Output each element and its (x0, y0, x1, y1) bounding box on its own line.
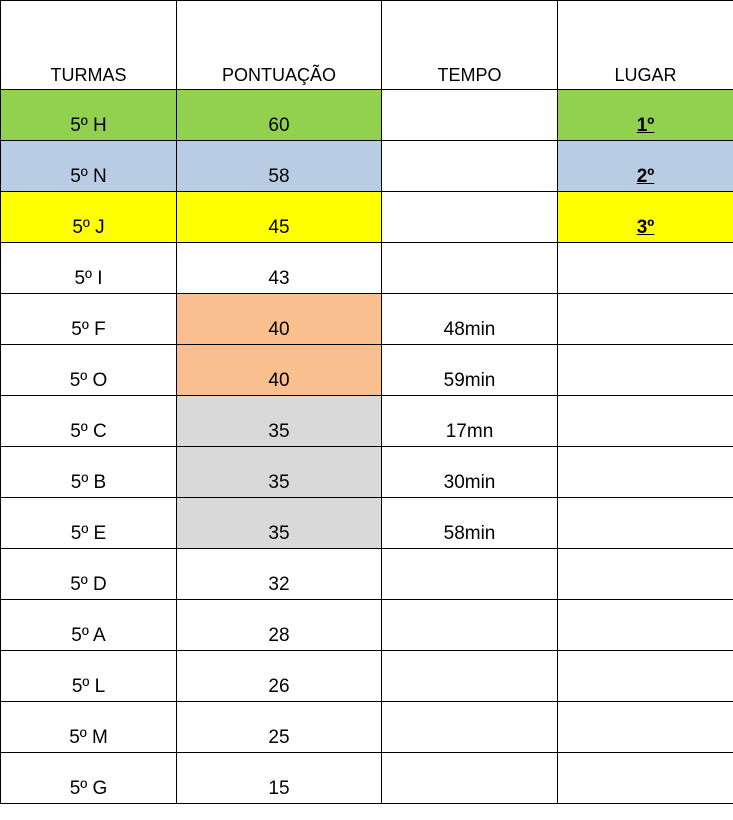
cell (557, 701, 733, 753)
cell: 5º A (0, 599, 177, 651)
cell: 1º (557, 89, 733, 141)
cell: 5º H (0, 89, 177, 141)
cell: 5º L (0, 650, 177, 702)
header-cell: TEMPO (381, 0, 558, 90)
cell: 48min (381, 293, 558, 345)
cell: 2º (557, 140, 733, 192)
cell: 17mn (381, 395, 558, 447)
header-row: TURMAS PONTUAÇÃO TEMPO LUGAR (0, 0, 733, 90)
cell: 58 (176, 140, 382, 192)
cell (381, 599, 558, 651)
cell (557, 446, 733, 498)
cell (557, 344, 733, 396)
data-row: 5º C 35 17mn (0, 395, 733, 447)
cell (557, 599, 733, 651)
data-row: 5º F 40 48min (0, 293, 733, 345)
cell (381, 242, 558, 294)
cell: 35 (176, 395, 382, 447)
cell: 40 (176, 344, 382, 396)
cell: 59min (381, 344, 558, 396)
cell: 26 (176, 650, 382, 702)
cell: 5º I (0, 242, 177, 294)
cell (557, 548, 733, 600)
data-row: 5º D 32 (0, 548, 733, 600)
header-cell: TURMAS (0, 0, 177, 90)
cell: 60 (176, 89, 382, 141)
cell (557, 242, 733, 294)
data-row: 5º N 58 2º (0, 140, 733, 192)
cell: 5º B (0, 446, 177, 498)
cell (557, 293, 733, 345)
cell (381, 191, 558, 243)
cell: 32 (176, 548, 382, 600)
cell (381, 89, 558, 141)
cell: 40 (176, 293, 382, 345)
cell (381, 548, 558, 600)
data-row: 5º M 25 (0, 701, 733, 753)
cell: 45 (176, 191, 382, 243)
cell: 5º M (0, 701, 177, 753)
cell: 5º C (0, 395, 177, 447)
cell (557, 497, 733, 549)
cell: 5º D (0, 548, 177, 600)
cell (557, 395, 733, 447)
cell: 5º F (0, 293, 177, 345)
data-row: 5º E 35 58min (0, 497, 733, 549)
cell: 28 (176, 599, 382, 651)
cell: 5º G (0, 752, 177, 804)
data-row: 5º B 35 30min (0, 446, 733, 498)
cell: 30min (381, 446, 558, 498)
cell (381, 701, 558, 753)
cell: 35 (176, 497, 382, 549)
cell (381, 650, 558, 702)
cell: 5º J (0, 191, 177, 243)
cell: 43 (176, 242, 382, 294)
data-row: 5º J 45 3º (0, 191, 733, 243)
header-cell: LUGAR (557, 0, 733, 90)
data-row: 5º H 60 1º (0, 89, 733, 141)
data-row: 5º I 43 (0, 242, 733, 294)
cell: 5º O (0, 344, 177, 396)
data-row: 5º O 40 59min (0, 344, 733, 396)
cell: 58min (381, 497, 558, 549)
header-cell: PONTUAÇÃO (176, 0, 382, 90)
cell (557, 752, 733, 804)
cell: 3º (557, 191, 733, 243)
cell: 15 (176, 752, 382, 804)
cell: 25 (176, 701, 382, 753)
cell: 5º N (0, 140, 177, 192)
cell (557, 650, 733, 702)
cell (381, 140, 558, 192)
cell: 5º E (0, 497, 177, 549)
data-row: 5º A 28 (0, 599, 733, 651)
data-row: 5º G 15 (0, 752, 733, 804)
cell: 35 (176, 446, 382, 498)
data-row: 5º L 26 (0, 650, 733, 702)
cell (381, 752, 558, 804)
